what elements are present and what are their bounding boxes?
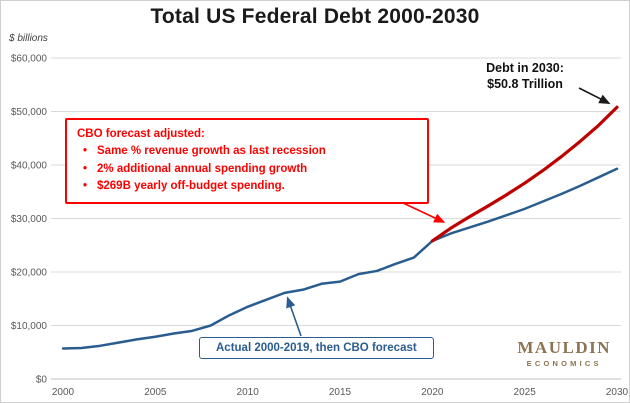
svg-text:2005: 2005: [144, 387, 167, 398]
logo-name: MAULDIN: [517, 338, 611, 357]
svg-text:$50,000: $50,000: [11, 107, 48, 118]
debt-2030-line2: $50.8 Trillion: [487, 76, 563, 91]
bullet-text: $269B yearly off-budget spending.: [97, 179, 285, 192]
annotation-bullet: • 2% additional annual spending growth: [77, 161, 417, 178]
svg-text:$0: $0: [36, 375, 48, 386]
logo-subtitle: ECONOMICS: [526, 359, 602, 368]
page-title: Total US Federal Debt 2000-2030: [150, 5, 480, 28]
actual-vs-forecast-annotation: Actual 2000-2019, then CBO forecast: [199, 337, 434, 359]
svg-text:$30,000: $30,000: [11, 214, 48, 225]
svg-text:2015: 2015: [329, 387, 352, 398]
debt-2030-callout: Debt in 2030: $50.8 Trillion: [469, 61, 581, 92]
svg-text:2000: 2000: [52, 387, 75, 398]
bullet-text: 2% additional annual spending growth: [97, 162, 308, 175]
bullet-dot: •: [83, 162, 88, 175]
bullet-dot: •: [83, 179, 88, 192]
cbo-adjusted-annotation: CBO forecast adjusted: • Same % revenue …: [65, 118, 429, 204]
annotation-bullet: • Same % revenue growth as last recessio…: [77, 143, 417, 160]
bullet-text: Same % revenue growth as last recession: [97, 145, 326, 158]
debt-2030-line1: Debt in 2030:: [486, 61, 564, 75]
bullet-dot: •: [83, 145, 88, 158]
annotation-bullet: • $269B yearly off-budget spending.: [77, 178, 417, 195]
svg-text:2030: 2030: [606, 387, 629, 398]
annotation-heading: CBO forecast adjusted:: [77, 128, 205, 140]
y-axis-units-label: $ billions: [9, 33, 48, 44]
svg-text:2020: 2020: [421, 387, 444, 398]
svg-text:$60,000: $60,000: [11, 54, 48, 65]
mauldin-economics-logo: MAULDIN ECONOMICS: [517, 338, 611, 368]
svg-text:2025: 2025: [514, 387, 537, 398]
svg-text:$20,000: $20,000: [11, 268, 48, 279]
svg-text:$40,000: $40,000: [11, 161, 48, 172]
svg-text:$10,000: $10,000: [11, 321, 48, 332]
svg-text:2010: 2010: [237, 387, 260, 398]
